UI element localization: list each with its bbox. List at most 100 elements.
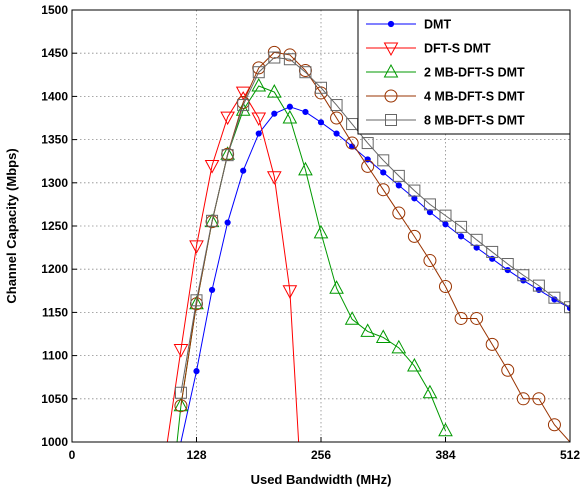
legend-marker-3 bbox=[384, 89, 398, 103]
series-layer bbox=[166, 45, 570, 442]
series-4-point-20 bbox=[486, 245, 499, 258]
series-4-point-17 bbox=[439, 209, 452, 222]
series-2-point-15 bbox=[391, 339, 407, 354]
series-2-point-4 bbox=[220, 146, 235, 160]
series-3-point-20 bbox=[485, 337, 499, 351]
series-3 bbox=[174, 45, 570, 442]
series-4-point-6 bbox=[268, 51, 281, 64]
series-2-point-12 bbox=[344, 311, 360, 325]
legend-label-3: 4 MB-DFT-S DMT bbox=[424, 90, 525, 104]
series-3-point-24 bbox=[547, 418, 561, 432]
y-tick-label-3: 1150 bbox=[42, 305, 68, 319]
series-4-point-2 bbox=[206, 214, 219, 227]
x-axis-title: Used Bandwidth (MHz) bbox=[251, 472, 392, 487]
x-tick-label-3: 384 bbox=[435, 448, 455, 462]
series-4-point-21 bbox=[501, 258, 514, 271]
x-axis-ticks: 0 128 256 384 512 bbox=[69, 437, 580, 462]
legend-label-1: DFT-S DMT bbox=[424, 42, 491, 56]
series-4-point-15 bbox=[408, 184, 421, 197]
series-2-point-7 bbox=[266, 84, 282, 98]
series-2-point-6 bbox=[251, 77, 267, 92]
series-0-point-9 bbox=[317, 119, 325, 126]
series-3-point-10 bbox=[330, 111, 344, 125]
legend-label-2: 2 MB-DFT-S DMT bbox=[424, 66, 525, 80]
series-4-point-8 bbox=[299, 66, 312, 79]
y-tick-label-8: 1400 bbox=[41, 89, 68, 103]
series-3-point-19 bbox=[470, 311, 484, 325]
series-3-point-17 bbox=[439, 279, 452, 293]
y-axis-title: Channel Capacity (Mbps) bbox=[4, 148, 19, 303]
series-4-point-12 bbox=[361, 137, 374, 150]
series-2-point-11 bbox=[329, 280, 344, 294]
x-tick-label-1: 128 bbox=[186, 448, 206, 462]
series-4-point-24 bbox=[548, 291, 561, 304]
series-2-point-17 bbox=[422, 384, 438, 399]
series-2-point-2 bbox=[189, 295, 204, 310]
series-3-point-23 bbox=[532, 392, 546, 406]
legend-label-0: DMT bbox=[424, 18, 451, 32]
legend-marker-2 bbox=[383, 63, 399, 78]
legend: DMT DFT-S DMT 2 MB-DFT-S DMT 4 MB-DFT-S DMT… bbox=[357, 9, 571, 135]
y-tick-label-1: 1050 bbox=[41, 392, 68, 406]
legend-label-4: 8 MB-DFT-S DMT bbox=[424, 114, 525, 128]
series-4-point-3 bbox=[221, 149, 234, 162]
series-3-point-22 bbox=[516, 392, 530, 406]
x-tick-label-4: 512 bbox=[560, 448, 580, 462]
series-4-point-19 bbox=[470, 233, 483, 246]
series-1 bbox=[166, 86, 300, 442]
series-2-point-14 bbox=[375, 329, 391, 343]
series-0 bbox=[180, 103, 570, 442]
series-0-point-18 bbox=[457, 233, 465, 240]
series-4-point-1 bbox=[190, 294, 203, 307]
series-2-point-9 bbox=[298, 161, 313, 176]
series-4-point-18 bbox=[455, 220, 468, 233]
series-4-point-22 bbox=[517, 269, 530, 282]
series-3-point-21 bbox=[501, 363, 515, 377]
series-3-point-11 bbox=[345, 136, 359, 150]
series-0-point-13 bbox=[380, 169, 387, 176]
legend-marker-0 bbox=[387, 20, 395, 28]
series-1-point-6 bbox=[251, 112, 267, 127]
series-4-point-14 bbox=[392, 169, 405, 182]
series-0-point-4 bbox=[240, 167, 247, 174]
series-0-point-21 bbox=[504, 266, 511, 274]
series-0-point-23 bbox=[535, 286, 542, 294]
series-0-point-1 bbox=[193, 368, 200, 375]
series-0-point-6 bbox=[271, 110, 278, 117]
y-tick-label-6: 1300 bbox=[41, 176, 68, 190]
series-0-point-2 bbox=[208, 286, 216, 294]
series-line-0 bbox=[180, 106, 570, 442]
y-tick-label-0: 1000 bbox=[41, 435, 68, 449]
series-0-point-8 bbox=[302, 108, 309, 116]
y-tick-label-4: 1200 bbox=[41, 262, 68, 276]
series-line-1 bbox=[166, 91, 300, 442]
series-4-point-4 bbox=[237, 99, 250, 112]
series-2-point-13 bbox=[360, 323, 376, 337]
series-4-point-9 bbox=[315, 81, 327, 94]
series-3-point-14 bbox=[392, 206, 406, 220]
y-tick-label-9: 1450 bbox=[41, 46, 68, 60]
series-2-point-1 bbox=[173, 397, 189, 412]
series-1-point-2 bbox=[189, 240, 204, 254]
series-2-point-10 bbox=[313, 224, 329, 239]
series-4-point-25 bbox=[564, 301, 570, 314]
series-4-point-13 bbox=[377, 154, 390, 167]
series-0-point-5 bbox=[255, 130, 262, 137]
series-2-point-8 bbox=[282, 109, 298, 124]
series-0-point-10 bbox=[333, 130, 340, 137]
series-1-point-3 bbox=[204, 160, 220, 174]
legend-marker-4 bbox=[385, 114, 397, 126]
series-3-point-13 bbox=[376, 183, 390, 197]
series-0-point-7 bbox=[286, 103, 293, 110]
series-3-point-0 bbox=[174, 399, 188, 413]
legend-marker-1 bbox=[383, 42, 399, 57]
series-2-point-16 bbox=[407, 357, 422, 372]
series-3-point-18 bbox=[454, 311, 468, 325]
series-0-point-17 bbox=[442, 221, 449, 228]
series-4-point-0 bbox=[174, 386, 187, 399]
series-4-point-10 bbox=[330, 99, 343, 112]
series-1-point-7 bbox=[266, 171, 282, 185]
series-2-point-5 bbox=[235, 102, 251, 116]
series-4-point-7 bbox=[283, 53, 296, 66]
